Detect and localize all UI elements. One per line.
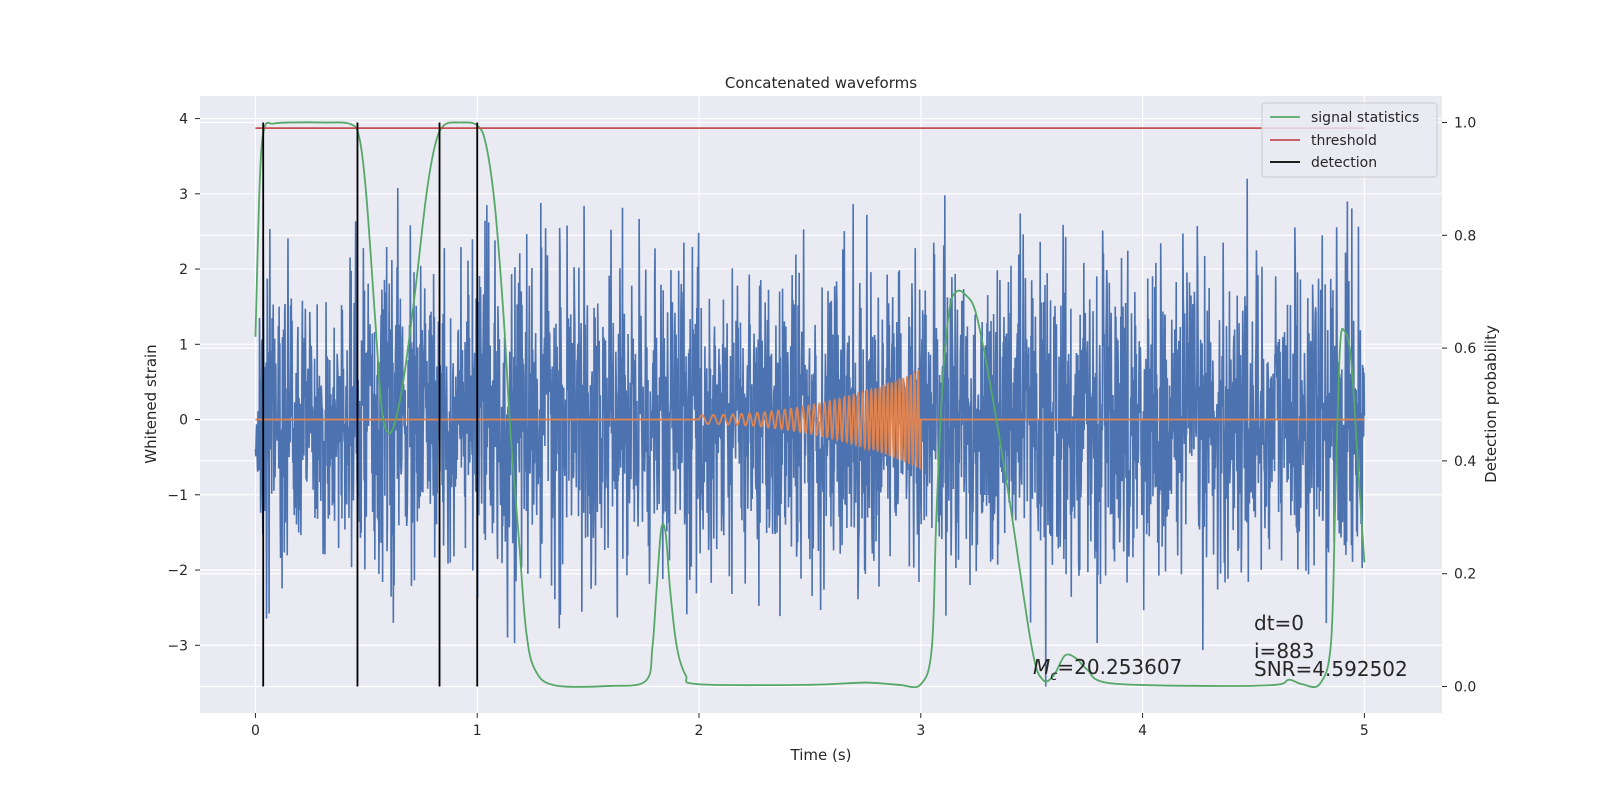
waveform-series bbox=[255, 369, 1365, 471]
x-axis-label: Time (s) bbox=[790, 746, 852, 764]
legend: signal statistics threshold detection bbox=[1261, 102, 1438, 178]
y2-tick-label-5: 1.0 bbox=[1454, 116, 1476, 132]
y-tick-label-2: −1 bbox=[167, 488, 188, 504]
signal-statistics-line bbox=[254, 121, 1366, 689]
chart-title: Concatenated waveforms bbox=[725, 74, 917, 92]
x-tick-label-0: 0 bbox=[251, 723, 260, 739]
y2-tick-label-2: 0.4 bbox=[1454, 454, 1476, 470]
annotations: Mc=20.253607 dt=0 i=883 SNR=4.592502 bbox=[1033, 611, 1408, 684]
y2-tick-label-3: 0.6 bbox=[1454, 341, 1476, 357]
detection-series bbox=[262, 122, 479, 687]
x-tick-label-5: 5 bbox=[1360, 723, 1369, 739]
y-tick-label-1: −2 bbox=[167, 563, 188, 579]
y-axis-label: Whitened strain bbox=[142, 344, 160, 463]
y2-tick-label-1: 0.2 bbox=[1454, 567, 1476, 583]
tick-labels: 0 1 2 3 4 5 −3 −2 −1 0 1 2 3 4 0.0 0.2 0.4 0.6 0.8 1.0 bbox=[167, 112, 1476, 739]
legend-label-threshold: threshold bbox=[1311, 133, 1377, 149]
y-tick-label-5: 2 bbox=[179, 262, 188, 278]
snr-annotation: SNR=4.592502 bbox=[1254, 657, 1408, 681]
waveform-line bbox=[255, 369, 1365, 471]
signal-statistics-series bbox=[254, 121, 1366, 689]
y-tick-label-0: −3 bbox=[167, 638, 188, 654]
y-tick-label-4: 1 bbox=[179, 337, 188, 353]
y-tick-label-3: 0 bbox=[179, 413, 188, 429]
x-tick-label-3: 3 bbox=[916, 723, 925, 739]
y2-tick-label-4: 0.8 bbox=[1454, 228, 1476, 244]
legend-label-detection: detection bbox=[1311, 155, 1377, 171]
mc-annotation: Mc=20.253607 bbox=[1033, 655, 1182, 684]
x-tick-label-2: 2 bbox=[695, 723, 704, 739]
x-tick-label-1: 1 bbox=[473, 723, 482, 739]
y-tick-label-6: 3 bbox=[179, 187, 188, 203]
i-annotation: i=883 bbox=[1254, 639, 1315, 663]
legend-box bbox=[1261, 102, 1438, 178]
dt-annotation: dt=0 bbox=[1254, 611, 1304, 635]
y2-tick-label-0: 0.0 bbox=[1454, 679, 1476, 695]
y-tick-label-7: 4 bbox=[179, 112, 188, 128]
y2-axis-label: Detection probability bbox=[1482, 325, 1500, 483]
legend-label-signal-statistics: signal statistics bbox=[1311, 110, 1419, 126]
x-tick-label-4: 4 bbox=[1138, 723, 1147, 739]
